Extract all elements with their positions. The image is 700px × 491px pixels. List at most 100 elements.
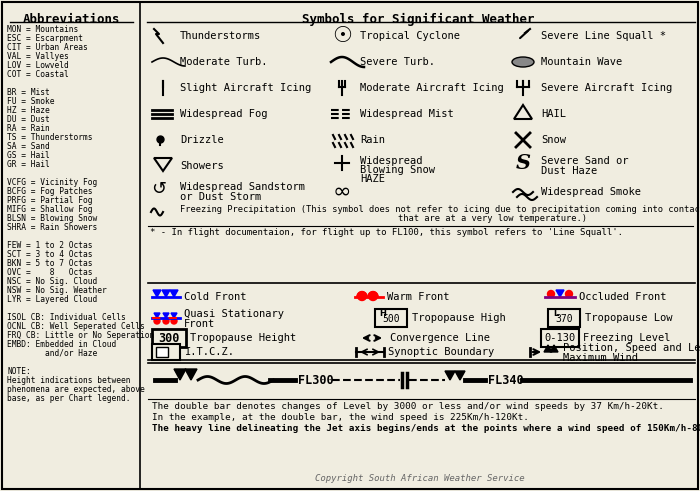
Bar [548, 309, 580, 327]
Polygon shape [163, 313, 169, 318]
Text: S: S [515, 153, 531, 173]
Text: Dust Haze: Dust Haze [541, 166, 597, 176]
Text: Widespread Fog: Widespread Fog [180, 109, 267, 119]
Text: Abbreviations: Abbreviations [23, 13, 120, 26]
Polygon shape [544, 345, 552, 352]
Text: Slight Aircraft Icing: Slight Aircraft Icing [180, 83, 312, 93]
Text: Moderate Aircraft Icing: Moderate Aircraft Icing [360, 83, 504, 93]
Circle shape [547, 291, 554, 298]
Text: FRQ CB: Little or No Seperation: FRQ CB: Little or No Seperation [7, 331, 154, 340]
Text: Height indications between: Height indications between [7, 376, 130, 385]
Polygon shape [550, 345, 558, 352]
Text: NOTE:: NOTE: [7, 367, 31, 376]
Text: MIFG = Shallow Fog: MIFG = Shallow Fog [7, 205, 92, 214]
Text: LYR = Layered Cloud: LYR = Layered Cloud [7, 295, 97, 304]
Text: BR = Mist: BR = Mist [7, 88, 50, 97]
Text: TS = Thunderstorms: TS = Thunderstorms [7, 133, 92, 142]
Text: BCFG = Fog Patches: BCFG = Fog Patches [7, 187, 92, 196]
Text: PRFG = Partial Fog: PRFG = Partial Fog [7, 196, 92, 205]
Text: GR = Hail: GR = Hail [7, 160, 50, 169]
Text: Moderate Turb.: Moderate Turb. [180, 57, 267, 67]
Text: Synoptic Boundary: Synoptic Boundary [388, 347, 494, 357]
Text: Tropopause Low: Tropopause Low [585, 313, 673, 323]
Text: Front: Front [184, 319, 216, 329]
Bar [541, 329, 579, 347]
Text: SHRA = Rain Showers: SHRA = Rain Showers [7, 223, 97, 232]
Text: FL300: FL300 [298, 374, 334, 386]
Text: Blowing Snow: Blowing Snow [360, 165, 435, 175]
Text: or Dust Storm: or Dust Storm [180, 192, 261, 202]
Text: Freezing Precipitation (This symbol does not refer to icing due to precipitation: Freezing Precipitation (This symbol does… [180, 204, 700, 214]
Text: The double bar denotes changes of Level by 3000 or less and/or wind speeds by 37: The double bar denotes changes of Level … [152, 402, 664, 411]
Text: that are at a very low temperature.): that are at a very low temperature.) [398, 214, 587, 222]
Polygon shape [185, 369, 197, 380]
Text: NSW = No Sig. Weather: NSW = No Sig. Weather [7, 286, 106, 295]
Text: EMBD: Embedded in Cloud: EMBD: Embedded in Cloud [7, 340, 116, 349]
Text: SA = Sand: SA = Sand [7, 142, 50, 151]
Text: Cold Front: Cold Front [184, 292, 246, 302]
Text: Maximum Wind: Maximum Wind [563, 353, 638, 363]
Circle shape [171, 318, 177, 324]
Text: OCNL CB: Well Seperated Cells: OCNL CB: Well Seperated Cells [7, 322, 145, 331]
Text: BKN = 5 to 7 Octas: BKN = 5 to 7 Octas [7, 259, 92, 268]
Polygon shape [556, 290, 564, 297]
Ellipse shape [512, 57, 534, 67]
Text: VCFG = Vicinity Fog: VCFG = Vicinity Fog [7, 178, 97, 187]
Text: Widespread Smoke: Widespread Smoke [541, 187, 641, 197]
Text: Snow: Snow [541, 135, 566, 145]
Text: COT = Coastal: COT = Coastal [7, 70, 69, 79]
Text: DU = Dust: DU = Dust [7, 115, 50, 124]
Text: VAL = Vallyes: VAL = Vallyes [7, 52, 69, 61]
Text: Occluded Front: Occluded Front [579, 292, 666, 302]
Circle shape [566, 291, 573, 298]
Text: Tropical Cyclone: Tropical Cyclone [360, 31, 460, 41]
Bar [152, 329, 186, 347]
Text: OVC =    8   Octas: OVC = 8 Octas [7, 268, 92, 277]
Polygon shape [153, 290, 161, 297]
Text: L: L [554, 309, 559, 319]
Text: 0-130: 0-130 [545, 333, 575, 343]
Text: RA = Rain: RA = Rain [7, 124, 50, 133]
Circle shape [368, 292, 377, 300]
Text: Severe Turb.: Severe Turb. [360, 57, 435, 67]
Text: HZ = Haze: HZ = Haze [7, 106, 50, 115]
Text: Copyright South African Weather Service: Copyright South African Weather Service [315, 474, 525, 483]
Text: FL340: FL340 [488, 374, 524, 386]
Bar [156, 347, 168, 357]
Text: Quasi Stationary: Quasi Stationary [184, 309, 284, 319]
Text: Thunderstorms: Thunderstorms [180, 31, 261, 41]
Text: Drizzle: Drizzle [180, 135, 224, 145]
Text: Rain: Rain [360, 135, 385, 145]
Bar [152, 344, 180, 360]
Text: ∞: ∞ [332, 182, 351, 202]
Polygon shape [455, 371, 465, 380]
Polygon shape [171, 313, 177, 318]
Polygon shape [154, 313, 160, 318]
Circle shape [358, 292, 367, 300]
Text: H: H [379, 309, 386, 319]
Text: Symbols for Significant Weather: Symbols for Significant Weather [302, 13, 534, 26]
Text: The heavy line delineating the Jet axis begins/ends at the points where a wind s: The heavy line delineating the Jet axis … [152, 424, 700, 433]
Text: Showers: Showers [180, 161, 224, 171]
Text: Position, Speed and Level of: Position, Speed and Level of [563, 343, 700, 353]
Text: GS = Hail: GS = Hail [7, 151, 50, 160]
Text: I.T.C.Z.: I.T.C.Z. [185, 347, 235, 357]
Text: phenomena are expected, above: phenomena are expected, above [7, 385, 145, 394]
Polygon shape [170, 290, 178, 297]
Text: 500: 500 [382, 314, 400, 324]
Text: In the example, at the double bar, the wind speed is 225Km/h-120Kt.: In the example, at the double bar, the w… [152, 413, 529, 422]
Text: ISOL CB: Individual Cells: ISOL CB: Individual Cells [7, 313, 126, 322]
Text: CIT = Urban Areas: CIT = Urban Areas [7, 43, 88, 52]
Text: Mountain Wave: Mountain Wave [541, 57, 622, 67]
Text: BLSN = Blowing Snow: BLSN = Blowing Snow [7, 214, 97, 223]
Text: 370: 370 [555, 314, 573, 324]
Text: Widespread Mist: Widespread Mist [360, 109, 454, 119]
Text: Tropopause Height: Tropopause Height [190, 333, 296, 343]
Text: Severe Aircraft Icing: Severe Aircraft Icing [541, 83, 672, 93]
Bar [375, 309, 407, 327]
Text: Freezing Level: Freezing Level [583, 333, 671, 343]
Text: Severe Sand or: Severe Sand or [541, 156, 629, 166]
Text: ↺: ↺ [151, 180, 167, 198]
Text: HAIL: HAIL [541, 109, 566, 119]
Text: LOV = Lowveld: LOV = Lowveld [7, 61, 69, 70]
